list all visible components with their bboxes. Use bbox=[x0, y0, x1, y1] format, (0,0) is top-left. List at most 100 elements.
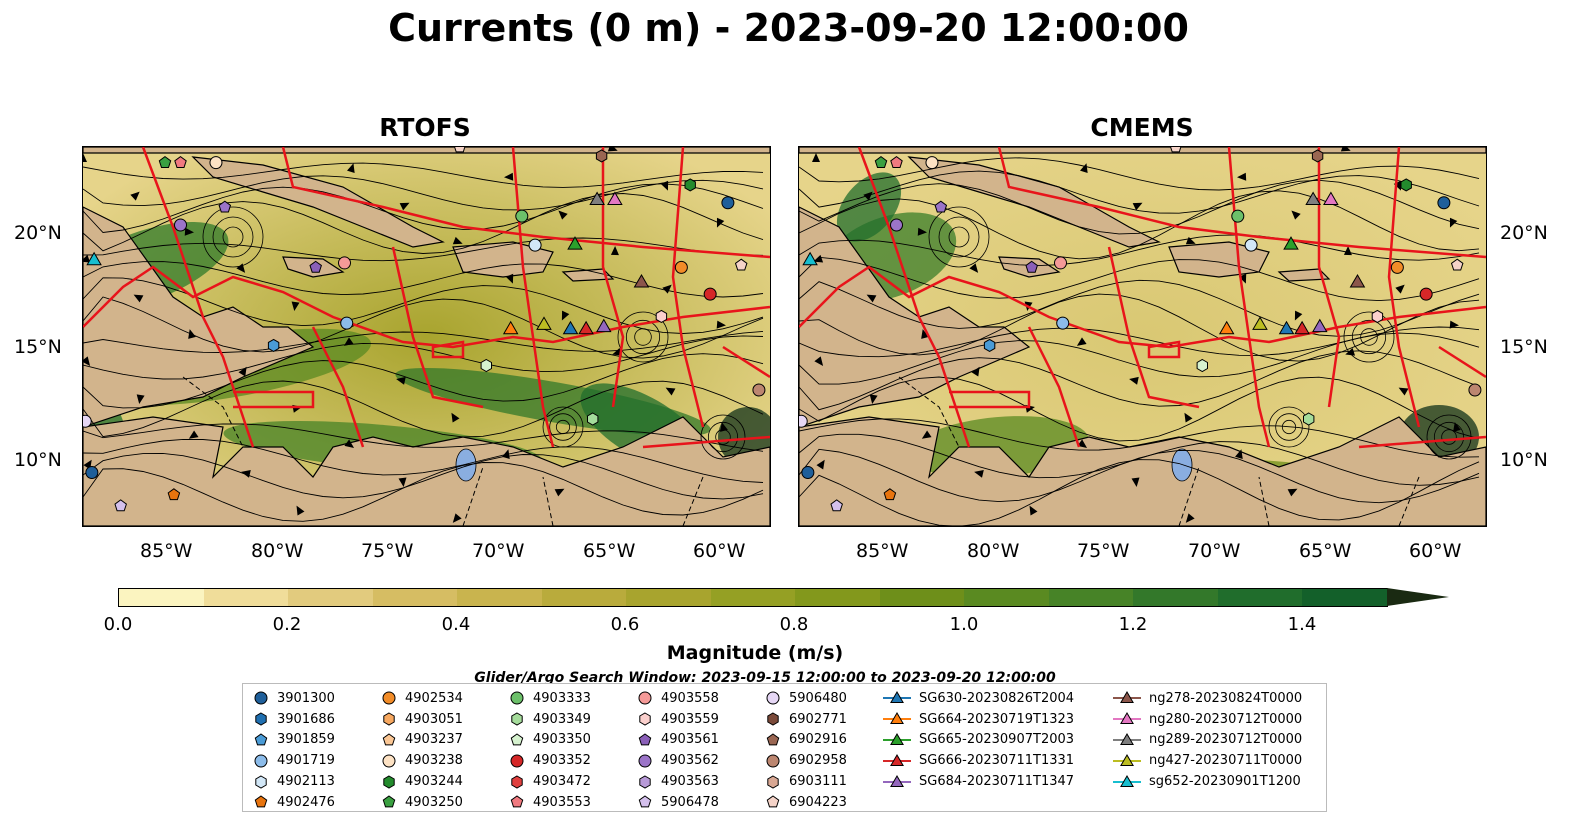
streamline-arrow bbox=[238, 366, 247, 377]
streamline-arrow bbox=[1184, 412, 1193, 423]
legend-label: ng278-20230824T0000 bbox=[1149, 690, 1303, 706]
streamline-arrow bbox=[716, 217, 725, 228]
map-panel-rtofs[interactable] bbox=[82, 146, 771, 527]
argo-float-marker bbox=[309, 260, 322, 273]
eez-boundary-line bbox=[1107, 246, 1200, 409]
streamline-arrow bbox=[660, 180, 669, 191]
glider-marker bbox=[562, 320, 579, 335]
streamline-arrow bbox=[720, 422, 728, 432]
legend-hexagon-icon bbox=[767, 712, 779, 726]
streamline-arrow bbox=[863, 191, 873, 201]
search-window-caption: Glider/Argo Search Window: 2023-09-15 12… bbox=[474, 670, 1056, 683]
argo-float-marker bbox=[1468, 383, 1482, 397]
legend-entry: 4903238 bbox=[381, 750, 463, 771]
country-border bbox=[1258, 476, 1270, 526]
streamline-arrow bbox=[610, 246, 619, 256]
streamline-arrow bbox=[812, 153, 820, 162]
legend-marker-icon bbox=[510, 795, 524, 808]
streamline bbox=[83, 193, 764, 254]
figure-title: Currents (0 m) - 2023-09-20 12:00:00 bbox=[388, 6, 1189, 50]
legend-marker-icon bbox=[510, 691, 524, 705]
streamline bbox=[799, 350, 1480, 411]
legend-label: 4902476 bbox=[277, 794, 335, 810]
legend-triangle-icon bbox=[890, 732, 904, 745]
streamline bbox=[83, 261, 764, 298]
legend-entry: 4903349 bbox=[509, 709, 591, 730]
legend-marker-icon bbox=[1113, 712, 1141, 725]
eddy-streamline bbox=[700, 414, 746, 460]
eddy-streamline bbox=[1281, 419, 1297, 435]
streamline-arrow bbox=[1294, 310, 1303, 321]
argo-float-marker bbox=[674, 260, 688, 274]
legend-entry: 6902916 bbox=[765, 730, 847, 751]
legend-triangle-icon bbox=[1120, 732, 1134, 745]
argo-float-marker bbox=[734, 258, 748, 271]
legend-pentagon-icon bbox=[510, 795, 524, 808]
map-panel-cmems[interactable] bbox=[798, 146, 1487, 527]
legend-triangle-icon bbox=[1120, 774, 1134, 787]
streamline-arrow bbox=[1340, 147, 1351, 152]
legend-pentagon-icon bbox=[254, 795, 268, 808]
lat-tick-label: 15°N bbox=[1500, 336, 1548, 358]
legend-entry: 6904223 bbox=[765, 792, 847, 813]
legend-label: SG665-20230907T2003 bbox=[919, 732, 1075, 748]
legend-entry: 4903250 bbox=[381, 792, 463, 813]
legend-label: 3901686 bbox=[277, 711, 335, 727]
streamline bbox=[799, 433, 1480, 486]
eddy-streamline bbox=[202, 206, 264, 268]
eez-boundary-line bbox=[671, 147, 705, 428]
legend-pentagon-icon bbox=[510, 733, 524, 746]
streamline bbox=[799, 376, 1480, 442]
legend-circle-icon bbox=[510, 754, 524, 768]
argo-float-marker bbox=[830, 499, 843, 512]
legend-label: 4903561 bbox=[661, 732, 719, 748]
legend-entry: 4903244 bbox=[381, 771, 463, 792]
legend-entry: 5906480 bbox=[765, 688, 847, 709]
country-border bbox=[1178, 466, 1200, 526]
eez-boundary-line bbox=[1147, 340, 1181, 359]
glider-marker bbox=[607, 191, 623, 205]
legend-column: 4903333 4903349 4903350 4903352 4903472 49035… bbox=[509, 688, 591, 813]
streamlines bbox=[799, 157, 1480, 526]
streamline-arrow bbox=[558, 210, 568, 220]
lat-tick-label: 20°N bbox=[14, 222, 62, 244]
legend-label: 4903562 bbox=[661, 753, 719, 769]
legend-pentagon-icon bbox=[638, 795, 652, 808]
legend-marker-icon bbox=[639, 712, 651, 726]
argo-float-marker bbox=[655, 309, 668, 323]
streamline-arrow bbox=[921, 430, 932, 439]
eez-boundaries bbox=[83, 147, 770, 449]
streamline-arrow bbox=[296, 505, 305, 516]
argo-float-marker bbox=[983, 338, 996, 352]
argo-float-marker bbox=[801, 465, 815, 479]
legend-entry: 4903352 bbox=[509, 750, 591, 771]
colorbar-segment bbox=[879, 589, 965, 606]
eddy-streamline bbox=[617, 311, 669, 363]
lon-tick-label: 80°W bbox=[251, 540, 304, 562]
streamline bbox=[799, 418, 1480, 458]
eddy-streamline bbox=[938, 216, 980, 258]
streamline-arrow bbox=[1395, 284, 1405, 294]
legend-label: 4902534 bbox=[405, 690, 463, 706]
legend-entry: 4903558 bbox=[637, 688, 719, 709]
legend-entry: SG630-20230826T2004 bbox=[883, 688, 1074, 709]
legend-label: 3901300 bbox=[277, 690, 335, 706]
legend-label: 4903472 bbox=[533, 774, 591, 790]
argo-float-marker bbox=[528, 238, 542, 252]
legend-label: 4903350 bbox=[533, 732, 591, 748]
glider-marker bbox=[596, 318, 612, 333]
argo-float-marker bbox=[174, 218, 188, 232]
land-mass bbox=[561, 268, 615, 282]
streamline-arrow bbox=[1287, 488, 1298, 497]
legend-entry: 4903561 bbox=[637, 730, 719, 751]
land-mass bbox=[191, 156, 445, 248]
argo-float-marker bbox=[1170, 147, 1182, 153]
argo-float-marker bbox=[890, 155, 903, 168]
legend-label: SG666-20230711T1331 bbox=[919, 753, 1075, 769]
streamline bbox=[83, 335, 764, 380]
argo-float-marker bbox=[1196, 358, 1208, 373]
legend-label: 4903563 bbox=[661, 774, 719, 790]
legend-entry: 4901719 bbox=[253, 750, 335, 771]
eez-boundary-line bbox=[1227, 147, 1271, 448]
streamline-arrow bbox=[1132, 202, 1143, 211]
